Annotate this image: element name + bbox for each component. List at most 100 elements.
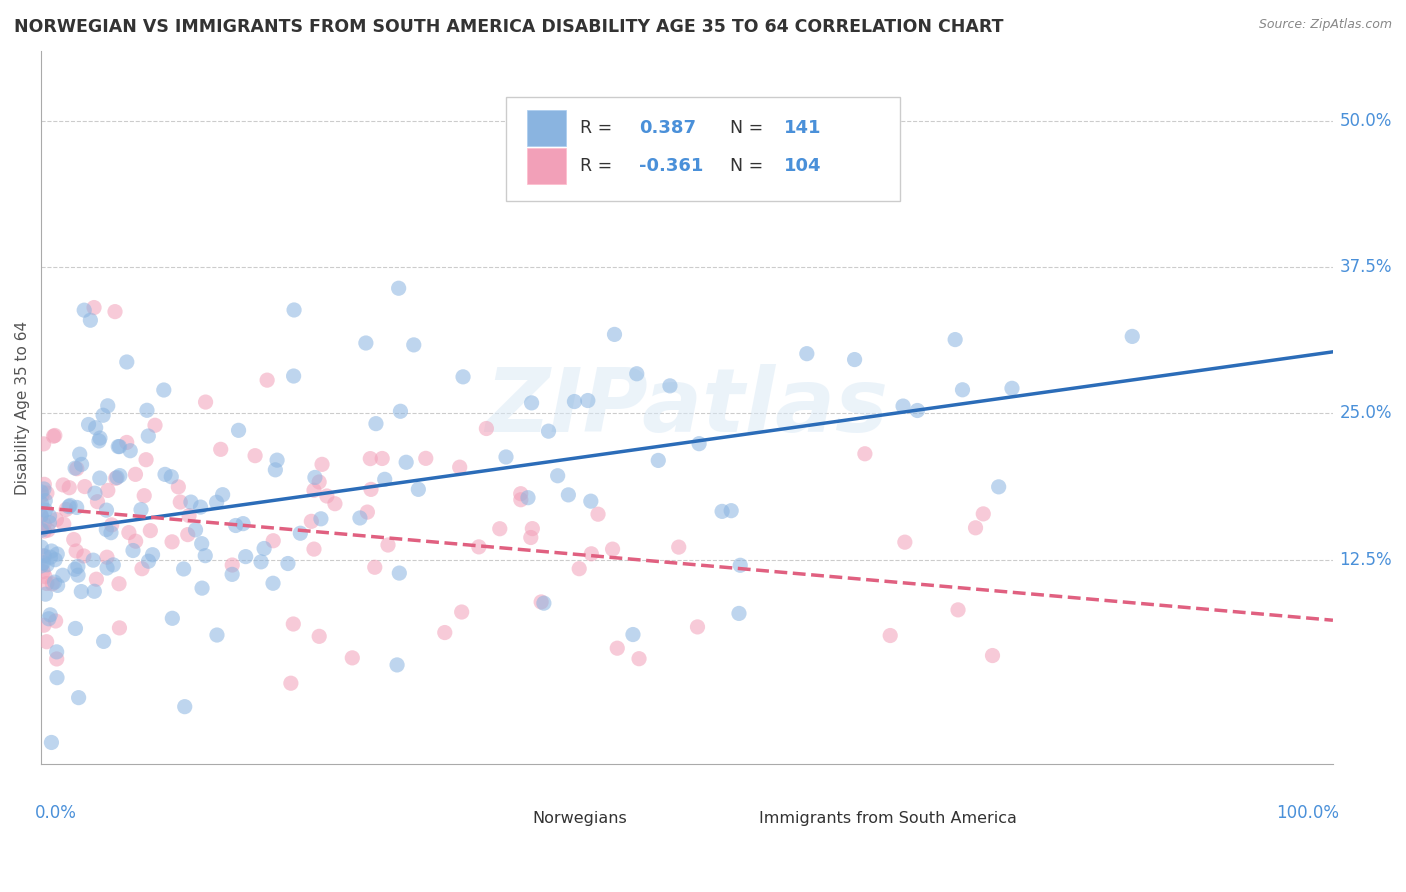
Point (77, 417, 100, 432)
Point (30, 496, 52, 510)
Point (124, 534, 146, 549)
FancyBboxPatch shape (527, 110, 565, 145)
Point (364, 417, 387, 431)
Point (232, 516, 254, 531)
Point (266, 453, 288, 467)
Point (509, 492, 531, 507)
Point (581, 547, 603, 561)
Point (668, 540, 690, 554)
Point (451, 369, 474, 384)
Point (522, 522, 544, 536)
Point (52, 517, 75, 532)
Point (39, 550, 62, 565)
Point (177, 527, 200, 541)
Point (118, 525, 141, 540)
Point (55, 502, 77, 516)
Point (160, 469, 183, 483)
Point (66, 500, 89, 515)
Point (87, 434, 110, 448)
Point (221, 567, 243, 582)
Point (73, 479, 96, 493)
Point (32, 618, 55, 632)
Point (311, 458, 333, 472)
Point (711, 504, 734, 518)
Point (796, 346, 818, 360)
Text: 141: 141 (785, 119, 821, 136)
Point (31, 523, 53, 537)
Point (981, 648, 1004, 663)
Text: 0.0%: 0.0% (35, 804, 76, 822)
Point (93, 634, 115, 648)
Point (308, 629, 330, 643)
FancyBboxPatch shape (527, 148, 565, 184)
Point (377, 538, 399, 552)
Point (905, 403, 928, 417)
Point (70, 458, 93, 472)
Point (34, 493, 56, 508)
Point (225, 518, 247, 533)
Point (131, 562, 153, 576)
Point (385, 657, 408, 672)
Point (946, 603, 969, 617)
Point (290, 526, 312, 541)
Point (1227, 782, 1250, 797)
Point (450, 605, 472, 619)
Point (606, 641, 628, 656)
Point (134, 489, 156, 503)
Point (388, 281, 411, 295)
Point (108, 440, 131, 454)
Text: Immigrants from South America: Immigrants from South America (759, 811, 1017, 825)
Text: N =: N = (730, 119, 769, 136)
Point (34, 477, 56, 491)
Point (115, 355, 138, 369)
Point (103, 558, 125, 572)
Point (122, 543, 145, 558)
Point (586, 507, 609, 521)
Point (537, 424, 560, 438)
Point (35, 634, 58, 648)
Point (52, 478, 75, 492)
Point (221, 558, 243, 572)
Point (58, 481, 80, 495)
Point (129, 502, 152, 516)
Point (108, 468, 131, 483)
Text: -0.361: -0.361 (640, 157, 703, 176)
FancyBboxPatch shape (506, 97, 900, 201)
Point (66, 559, 89, 574)
Point (205, 628, 228, 642)
Point (280, 676, 302, 690)
Point (354, 336, 377, 351)
Point (97, 399, 120, 413)
Point (374, 472, 396, 486)
Point (879, 628, 901, 642)
Point (39, 607, 62, 622)
Point (63, 461, 86, 475)
Text: 25.0%: 25.0% (1340, 404, 1392, 423)
Point (34, 503, 56, 517)
Point (96, 523, 118, 537)
Point (79, 313, 101, 327)
Point (576, 393, 599, 408)
Point (530, 595, 553, 609)
Point (45, 513, 67, 527)
Point (44, 552, 66, 566)
Point (194, 549, 217, 563)
Point (190, 536, 212, 550)
Text: ZIPatlas: ZIPatlas (485, 364, 889, 451)
Point (67, 568, 90, 582)
Point (520, 396, 543, 410)
Point (100, 517, 122, 532)
Point (349, 511, 371, 525)
Point (86, 572, 108, 586)
Point (124, 467, 146, 482)
Point (83, 584, 105, 599)
Point (153, 383, 176, 397)
Point (38, 516, 60, 530)
Point (309, 512, 332, 526)
Point (533, 596, 555, 610)
Point (63, 562, 86, 576)
Point (408, 483, 430, 497)
Point (243, 449, 266, 463)
Point (46, 578, 69, 592)
Point (70, 584, 93, 599)
